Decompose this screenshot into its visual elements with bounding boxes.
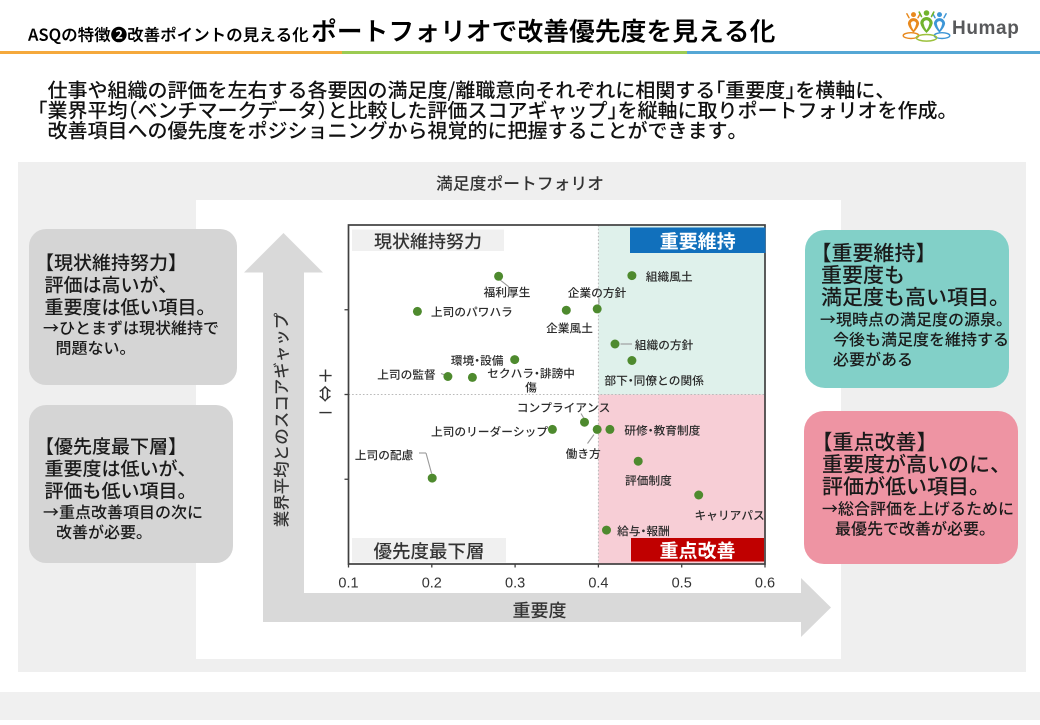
svg-text:0.5: 0.5 [672,576,692,592]
svg-text:0.2: 0.2 [422,576,442,592]
svg-text:0.3: 0.3 [505,576,525,592]
svg-text:0.4: 0.4 [588,576,608,592]
svg-text:Humap: Humap [952,18,1019,39]
svg-text:0.1: 0.1 [338,576,358,592]
svg-text:0.6: 0.6 [755,576,775,592]
